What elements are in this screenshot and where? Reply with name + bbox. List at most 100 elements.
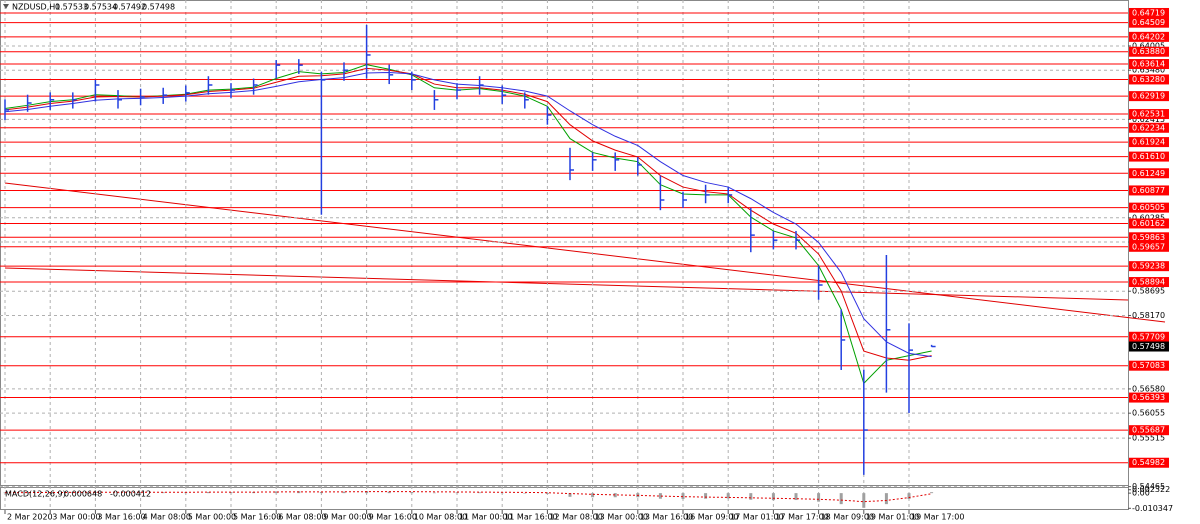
x-tick-label: 11 Mar 16:00 — [504, 513, 557, 522]
level-label-box — [1129, 137, 1169, 148]
close: 0.57498 — [142, 3, 175, 12]
macd-bar — [3, 492, 7, 494]
level-label-box — [1129, 218, 1169, 229]
level-label: 0.60877 — [1132, 186, 1165, 195]
x-tick-label: 17 Mar 17:00 — [775, 513, 828, 522]
x-tick-label: 3 Mar 16:00 — [97, 513, 145, 522]
macd-bar — [613, 493, 617, 498]
level-label-box — [1129, 202, 1169, 213]
y-tick-label: 0.55515 — [1132, 434, 1165, 443]
macd-bar — [794, 493, 798, 501]
macd-bar — [726, 493, 730, 499]
level-label: 0.61249 — [1132, 169, 1165, 178]
level-label-box — [1129, 91, 1169, 102]
low: 0.57492 — [113, 3, 146, 12]
price-panel — [0, 0, 1129, 486]
high: 0.57534 — [84, 3, 117, 12]
macd-bar — [387, 491, 391, 494]
x-tick-label: 9 Mar 16:00 — [369, 513, 417, 522]
macd-bar — [26, 492, 30, 494]
macd-bar — [907, 493, 911, 499]
level-label: 0.59863 — [1132, 233, 1165, 242]
macd-bar — [500, 492, 504, 494]
x-tick-label: 3 Mar 00:00 — [52, 513, 100, 522]
open: 0.57533 — [55, 3, 88, 12]
x-tick-label: 13 Mar 00:00 — [595, 513, 648, 522]
x-tick-label: 6 Mar 08:00 — [278, 513, 326, 522]
trend-line — [4, 267, 1129, 301]
level-label: 0.57709 — [1132, 332, 1165, 341]
macd-bar — [455, 492, 459, 494]
current-price-label: 0.57498 — [1132, 342, 1165, 351]
level-label-box — [1129, 232, 1169, 243]
level-label: 0.64202 — [1132, 32, 1165, 41]
level-label-box — [1129, 331, 1169, 342]
y-tick-label: 0.58695 — [1132, 287, 1165, 296]
moving-average — [4, 72, 932, 358]
level-label-box — [1129, 457, 1169, 468]
header: NZDUSD,H1 0.57533 0.57534 0.57492 0.5749… — [3, 3, 175, 499]
macd-bar — [591, 493, 595, 498]
x-tick-label: 2 Mar 2020 — [7, 513, 53, 522]
x-tick-label: 4 Mar 08:00 — [143, 513, 191, 522]
level-label: 0.59238 — [1132, 262, 1165, 271]
y-tick-label: 0.63480 — [1132, 66, 1165, 75]
macd-bar — [930, 492, 934, 494]
macd-bar — [161, 492, 165, 494]
level-label: 0.63614 — [1132, 60, 1165, 69]
level-label: 0.56393 — [1132, 393, 1165, 402]
level-label: 0.57083 — [1132, 361, 1165, 370]
macd-bar — [206, 491, 210, 494]
level-label-box — [1129, 360, 1169, 371]
signal-line — [4, 491, 932, 503]
level-label: 0.63280 — [1132, 75, 1165, 84]
level-label: 0.64509 — [1132, 18, 1165, 27]
y-tick-label: 0.64005 — [1132, 41, 1165, 50]
macd-bar — [478, 492, 482, 494]
level-label-box — [1129, 74, 1169, 85]
level-label: 0.62234 — [1132, 123, 1165, 132]
y-tick-label: 0.56055 — [1132, 409, 1165, 418]
macd-bar — [658, 493, 662, 499]
macd-title: MACD(12,26,9) — [5, 490, 66, 499]
level-label-box — [1129, 7, 1169, 18]
level-label-box — [1129, 46, 1169, 57]
y-tick-label: 0.54465 — [1132, 482, 1165, 491]
x-tick-label: 5 Mar 16:00 — [233, 513, 281, 522]
macd-value: 0.000648 — [64, 490, 102, 499]
level-label-box — [1129, 261, 1169, 272]
macd-bar — [681, 493, 685, 499]
macd-bar — [93, 491, 97, 494]
macd-bar — [817, 493, 821, 502]
level-label: 0.59657 — [1132, 242, 1165, 251]
level-label: 0.61610 — [1132, 152, 1165, 161]
macd-bar — [568, 493, 572, 497]
macd-bar — [839, 493, 843, 505]
level-label: 0.64719 — [1132, 8, 1165, 17]
level-label-box — [1129, 151, 1169, 162]
level-label-box — [1129, 392, 1169, 403]
level-label-box — [1129, 122, 1169, 133]
macd-bar — [274, 491, 278, 494]
level-label-box — [1129, 425, 1169, 436]
y-tick-label: 0.58170 — [1132, 311, 1165, 320]
symbol: NZDUSD,H1 — [12, 3, 60, 12]
macd-bar — [432, 492, 436, 494]
trend-line — [4, 182, 1166, 323]
level-label: 0.61924 — [1132, 138, 1165, 147]
header-icon — [3, 4, 9, 9]
macd-bar — [749, 493, 753, 500]
macd-bar — [862, 493, 866, 508]
x-tick-label: 10 Mar 08:00 — [414, 513, 467, 522]
level-label-box — [1129, 31, 1169, 42]
macd-bar — [545, 493, 549, 495]
level-label: 0.54982 — [1132, 458, 1165, 467]
level-label: 0.63880 — [1132, 47, 1165, 56]
current-price-box — [1129, 341, 1169, 352]
y-tick-label: -0.010347 — [1132, 504, 1173, 513]
level-label-box — [1129, 59, 1169, 70]
x-tick-label: 9 Mar 00:00 — [323, 513, 371, 522]
level-label: 0.62531 — [1132, 110, 1165, 119]
level-label: 0.62919 — [1132, 92, 1165, 101]
